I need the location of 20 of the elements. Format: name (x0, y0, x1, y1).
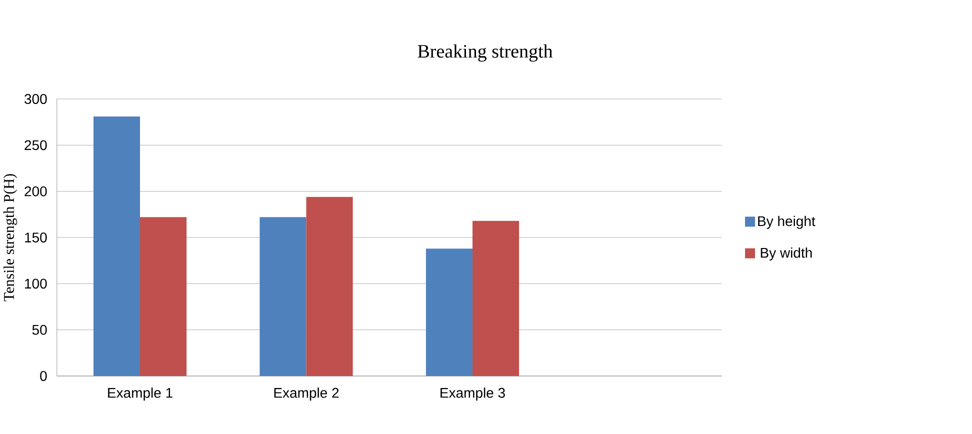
chart-title: Breaking strength (418, 44, 553, 62)
y-tick-label: 300 (24, 94, 47, 104)
y-tick-label: 100 (25, 278, 47, 289)
x-tick-label: Example 3 (440, 388, 505, 401)
legend-label: By height (758, 216, 816, 229)
x-tick-label: Example 2 (274, 388, 339, 401)
bar (426, 248, 473, 376)
bar (260, 217, 306, 376)
y-tick-label: 250 (24, 140, 47, 150)
bar (93, 116, 140, 376)
x-tick-label: Example 1 (108, 388, 172, 401)
y-tick-label: 0 (40, 371, 47, 381)
y-axis-title: Tensile strength P(H) (3, 174, 18, 302)
bar (140, 217, 187, 376)
y-tick-label: 150 (25, 232, 47, 242)
y-tick-label: 200 (24, 186, 47, 196)
bar (306, 196, 353, 376)
legend-label: By width (760, 247, 812, 261)
bar (472, 220, 520, 376)
y-tick-label: 50 (32, 324, 47, 335)
